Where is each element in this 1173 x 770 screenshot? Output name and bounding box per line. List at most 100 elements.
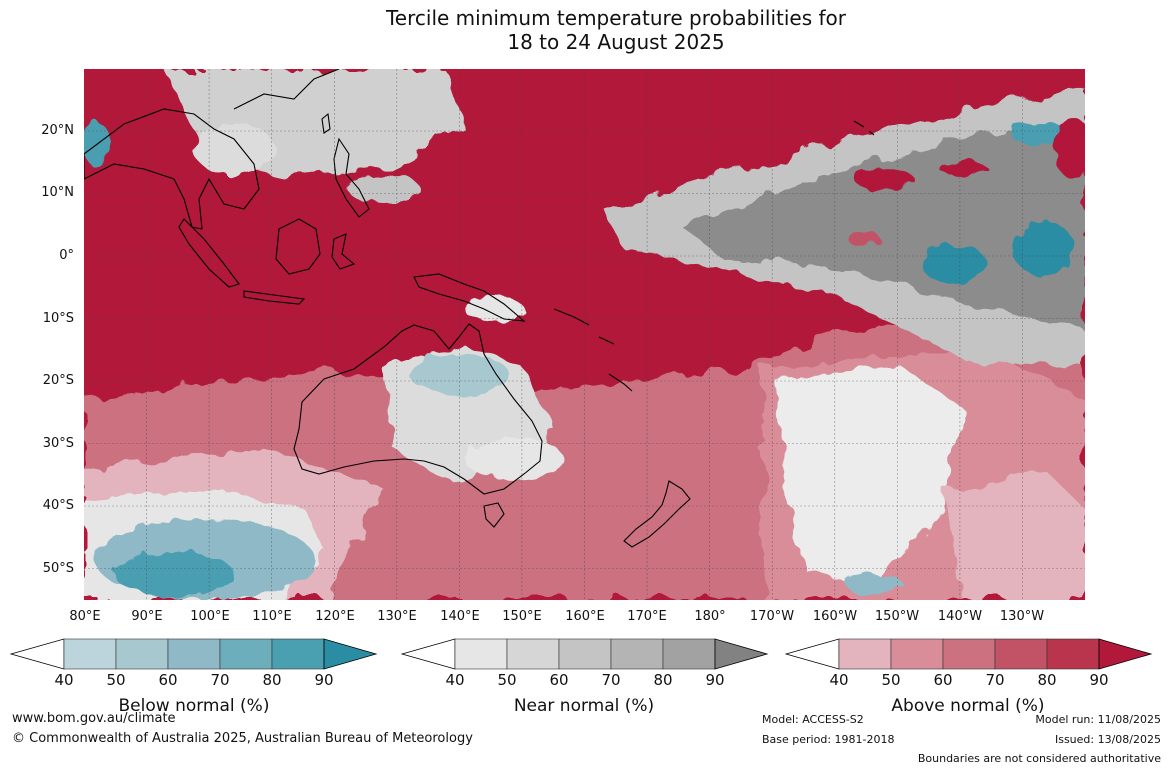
hawaii-coast [853,120,875,136]
tasmania-coast [483,502,505,528]
lon-label: 150°W [874,609,920,624]
colorbar-block [167,638,221,670]
lon-label: 170°W [749,609,795,624]
lon-label: 110°E [252,609,292,624]
colorbar-upper-extension [714,638,769,670]
colorbar-upper-extension [1098,638,1153,670]
above-normal-patch [854,169,914,189]
colorbar-tick-label: 60 [549,671,569,689]
java-coast [243,290,306,305]
colorbar-label-below: Below normal (%) [118,696,270,716]
new-zealand-coast [623,480,691,548]
colorbar-tick-label: 60 [158,671,178,689]
copyright: © Commonwealth of Australia 2025, Austra… [12,731,473,746]
probability-map [84,69,1085,600]
lon-label: 160°W [812,609,858,624]
lon-label: 160°E [565,609,605,624]
website-link[interactable]: www.bom.gov.au/climate [12,711,176,726]
colorbar-block [838,638,892,670]
colorbar-tick-label: 50 [106,671,126,689]
model-run-date: Model run: 11/08/2025 [1035,713,1161,726]
near-normal-zone [194,123,274,175]
colorbar-label-near: Near normal (%) [513,696,655,716]
colorbar-tick-label: 90 [1089,671,1109,689]
lon-label: 80°E [69,609,101,624]
probability-detail [84,119,1085,599]
title-line-2: 18 to 24 August 2025 [507,30,725,54]
colorbar-block [219,638,273,670]
near-normal-zone [464,439,564,479]
colorbar-tick-label: 80 [653,671,673,689]
above-normal-patch [848,231,880,247]
near-normal-zone [944,469,1085,600]
boundary-disclaimer: Boundaries are not considered authoritat… [917,752,1161,765]
lat-label: 0° [59,248,74,263]
issued-date: Issued: 13/08/2025 [1054,733,1161,746]
below-normal-zone [846,574,902,594]
sumatra-coast [178,218,240,288]
above-normal-patch [1054,119,1085,179]
colorbar-block [558,638,612,670]
lat-label: 20°N [41,123,74,138]
colorbar-tick-label: 70 [985,671,1005,689]
colorbar-tick-label: 60 [933,671,953,689]
colorbar-above [785,638,1153,670]
philippines-coast [333,137,370,218]
colorbar-block [942,638,996,670]
colorbar-tick-label: 40 [445,671,465,689]
map-title: Tercile minimum temperature probabilitie… [0,6,1173,54]
lon-label: 130°W [999,609,1045,624]
colorbar-tick-label: 70 [601,671,621,689]
lon-label: 90°E [131,609,163,624]
colorbar-block [662,638,716,670]
colorbar-tick-label: 90 [314,671,334,689]
colorbar-tick-label: 50 [881,671,901,689]
lon-label: 120°E [315,609,355,624]
below-normal-zone [922,244,986,284]
lon-label: 170°E [627,609,667,624]
lat-label: 40°S [42,498,74,513]
australia-coast [293,323,543,495]
lon-label: 130°E [377,609,417,624]
colorbar-tick-label: 40 [829,671,849,689]
borneo-coast [275,218,321,275]
colorbar-upper-extension [323,638,378,670]
colorbar-below [10,638,378,670]
colorbar-block [1046,638,1100,670]
lat-label: 10°S [42,311,74,326]
sulawesi-coast [331,233,356,270]
new-caledonia-coast [608,373,633,392]
near-normal-zone [464,297,524,321]
lat-label: 20°S [42,373,74,388]
near-normal-zone [774,369,964,589]
below-normal-zone [409,354,509,394]
colorbar-lower-extension [785,638,840,670]
model-name: Model: ACCESS-S2 [762,713,864,726]
new-guinea-coast [413,273,526,322]
colorbar-block [890,638,944,670]
title-line-1: Tercile minimum temperature probabilitie… [385,6,847,30]
colorbar-block [271,638,325,670]
colorbar-lower-extension [401,638,456,670]
lat-label: 50°S [42,561,74,576]
solomon-islands-coast [553,308,615,345]
coastlines [84,69,875,548]
colorbar-tick-label: 40 [54,671,74,689]
lon-label: 180° [694,609,726,624]
colorbar-block [63,638,117,670]
colorbar-near [401,638,769,670]
colorbar-label-above: Above normal (%) [891,696,1045,716]
near-normal-zone [348,175,420,203]
graticule [84,69,1085,600]
lat-label: 30°S [42,436,74,451]
colorbar-block [506,638,560,670]
lon-label: 140°E [440,609,480,624]
colorbar-tick-label: 80 [262,671,282,689]
base-period: Base period: 1981-2018 [762,733,895,746]
colorbar-tick-label: 90 [705,671,725,689]
colorbar-tick-label: 80 [1037,671,1057,689]
lon-label: 100°E [190,609,230,624]
near-normal-zone [684,129,1085,329]
below-normal-zone [114,552,234,596]
above-normal-patch [940,161,988,177]
